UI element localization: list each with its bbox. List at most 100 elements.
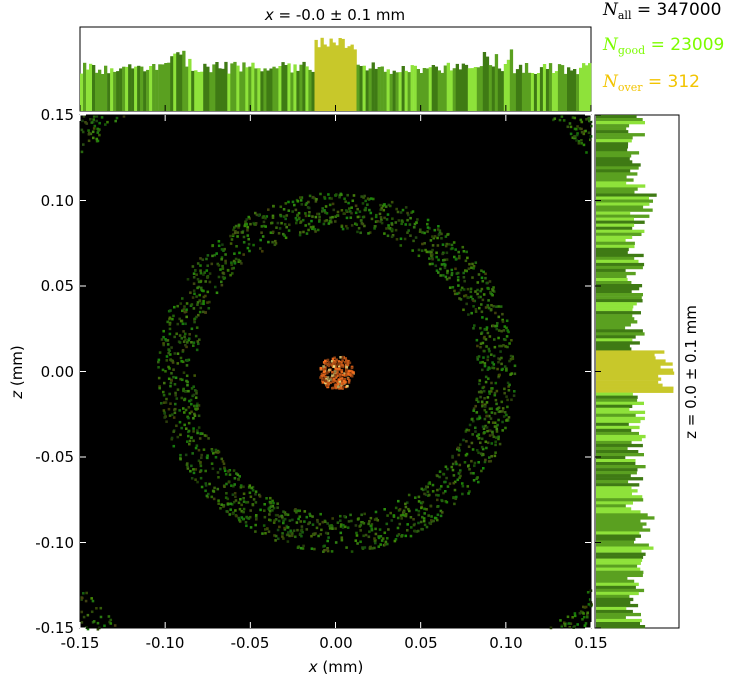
right-histogram-bar	[596, 525, 643, 529]
ring-point	[435, 255, 438, 259]
ring-point	[453, 292, 457, 296]
x-tick-label: 0.05	[404, 634, 437, 652]
right-histogram-bar	[596, 244, 635, 249]
ring-point	[296, 214, 299, 217]
ring-point	[95, 607, 98, 610]
stats-block: Nall = 347000 Ngood = 23009 Nover = 312	[602, 0, 724, 94]
ring-point	[87, 129, 90, 132]
ring-point	[364, 208, 367, 212]
ring-point	[189, 469, 192, 473]
right-histogram-bar	[596, 410, 646, 415]
ring-point	[324, 205, 328, 208]
right-histogram-title: z = 0.0 ± 0.1 mm	[682, 305, 700, 439]
ring-point	[235, 245, 238, 248]
top-histogram-bar	[335, 45, 339, 111]
ring-point	[225, 492, 228, 495]
spot-point	[336, 363, 340, 366]
top-histogram-bar	[275, 68, 279, 111]
ring-point	[489, 290, 492, 294]
ring-point	[490, 411, 494, 414]
ring-point	[340, 523, 343, 526]
right-histogram-bar	[596, 377, 662, 381]
ring-point	[488, 456, 491, 459]
right-histogram-bar	[596, 498, 644, 502]
right-histogram-bar	[596, 359, 666, 363]
axis-ticks	[79, 105, 601, 629]
ring-point	[315, 198, 318, 201]
ring-point	[506, 345, 509, 349]
ring-point	[313, 547, 316, 551]
ring-point	[485, 426, 489, 429]
right-histogram-bar	[596, 232, 642, 237]
ring-point	[407, 507, 410, 511]
ring-point	[174, 407, 177, 411]
ring-point	[113, 624, 117, 627]
ring-point	[271, 214, 275, 218]
ring-point	[217, 499, 220, 502]
ring-point	[436, 498, 439, 502]
ring-point	[504, 345, 507, 348]
ring-point	[298, 233, 302, 237]
ring-point	[477, 433, 481, 436]
spot-point	[344, 370, 348, 374]
ring-point	[192, 393, 196, 397]
ring-point	[183, 411, 186, 414]
top-histogram-bar	[227, 73, 231, 111]
ring-point	[208, 300, 211, 304]
ring-point	[345, 209, 348, 212]
top-histogram-bar	[503, 64, 508, 111]
top-histogram-bar	[326, 46, 330, 111]
ring-point	[484, 405, 487, 408]
ring-point	[193, 317, 197, 321]
right-histogram-bar	[596, 281, 632, 285]
ring-point	[462, 288, 466, 291]
ring-point	[122, 115, 126, 118]
ring-point	[458, 256, 461, 260]
ring-point	[483, 397, 486, 400]
ring-point	[350, 206, 353, 209]
ring-point	[423, 242, 426, 245]
ring-point	[399, 211, 403, 214]
ring-point	[115, 116, 119, 120]
ring-point	[331, 517, 334, 520]
spot-point	[321, 368, 325, 371]
ring-point	[475, 397, 479, 401]
right-histogram-bar	[596, 600, 631, 605]
ring-point	[420, 249, 424, 252]
top-histogram-bar	[218, 68, 222, 111]
ring-point	[474, 308, 478, 311]
top-histogram-bar	[533, 74, 538, 111]
ring-point	[204, 484, 208, 487]
ring-point	[204, 280, 207, 283]
ring-point	[431, 235, 434, 238]
ring-point	[260, 231, 263, 234]
ring-point	[188, 337, 191, 340]
ring-point	[182, 371, 186, 374]
ring-point	[197, 426, 201, 429]
ring-point	[196, 278, 200, 281]
ring-point	[221, 460, 225, 463]
right-histogram-bar	[596, 401, 644, 406]
ring-point	[401, 208, 405, 212]
ring-point	[431, 244, 435, 247]
ring-point	[299, 546, 303, 550]
ring-point	[471, 276, 474, 279]
ring-point	[482, 356, 485, 359]
top-histogram-bar	[434, 66, 439, 111]
ring-point	[198, 299, 201, 302]
ring-point	[89, 118, 92, 121]
ring-point	[280, 221, 283, 225]
ring-point	[431, 262, 434, 266]
ring-point	[507, 385, 510, 388]
ring-point	[160, 402, 163, 405]
ring-point	[96, 127, 99, 131]
ring-point	[288, 534, 291, 538]
ring-point	[277, 232, 281, 235]
ring-point	[276, 221, 280, 225]
spot-point	[340, 369, 344, 372]
ring-point	[214, 450, 218, 454]
ring-point	[194, 334, 198, 338]
ring-point	[439, 514, 443, 518]
right-histogram-bar	[596, 522, 647, 526]
ring-point	[299, 199, 303, 202]
